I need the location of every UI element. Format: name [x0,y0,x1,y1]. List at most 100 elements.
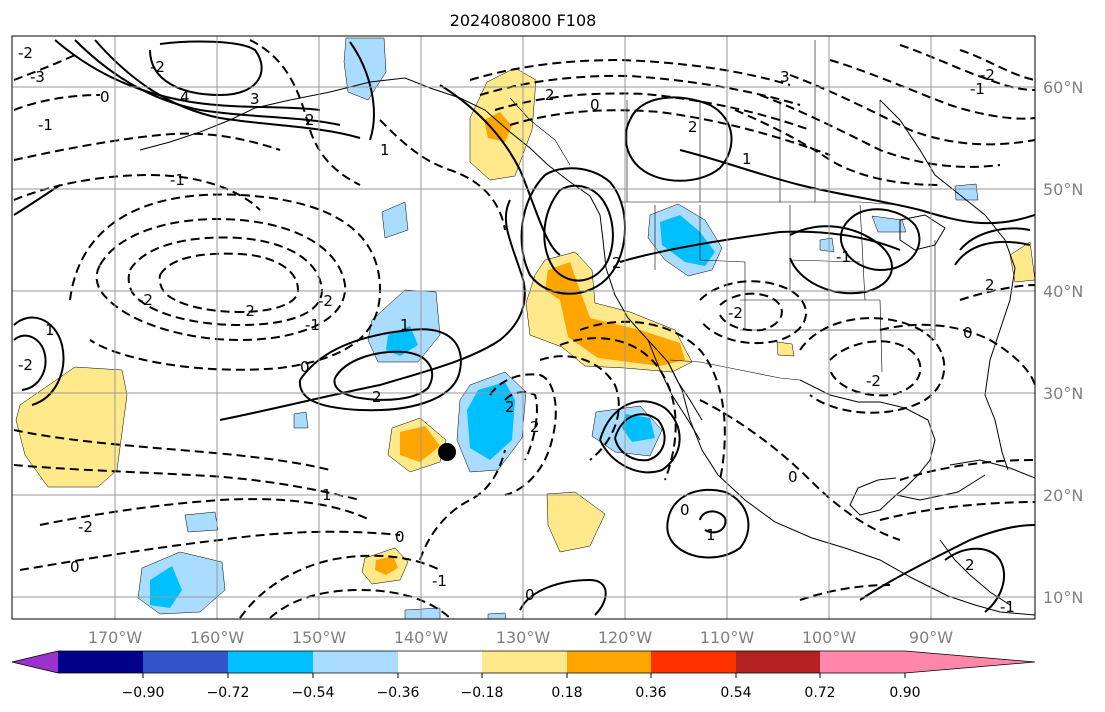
political-borders [509,40,936,381]
dashed-contour [539,355,620,461]
dashed-contour [699,280,807,344]
latitude-label: 40°N [1043,282,1083,301]
colorbar-segment [482,651,567,673]
dashed-contour [719,292,783,332]
dashed-contour [509,109,831,156]
latitude-labels: 60°N 50°N 40°N 30°N 20°N 10°N [1043,78,1083,607]
solid-contour [13,334,47,391]
contour-label: 1 [706,526,716,544]
dashed-contour [504,391,538,461]
figure-title: 2024080800 F108 [450,11,597,30]
colorbar-tick-label: −0.18 [461,685,504,701]
map-panel: 0 -1 -2 -3 4 3 2 1 -2 1 -1 2 -2 0 2 1 -2… [12,36,1035,619]
contour-label: 2 [505,398,515,416]
solid-contour [954,240,1031,266]
longitude-label: 130°W [496,628,551,647]
negative-anomaly-region [660,215,715,266]
colorbar-segment [143,651,228,673]
latitude-label: 10°N [1043,588,1083,607]
dashed-contour [829,340,922,397]
solid-contour [959,227,1031,251]
dashed-contour [13,132,281,161]
contour-label: 0 [395,528,405,546]
contour-label: 4 [180,88,190,106]
dashed-contour [13,429,331,471]
positive-anomaly-region [546,491,606,553]
dashed-contour [479,74,801,106]
hudson-bay-coast [879,99,961,196]
positive-anomaly-region [375,556,398,575]
dashed-contour [19,530,401,571]
contour-label: 2 [965,556,975,574]
dashed-contour [734,109,941,186]
graticule [12,36,1035,619]
contour-label: 2 [545,86,555,104]
solid-contour [599,400,681,474]
contour-label: -1 [1000,598,1015,616]
contour-label: -1 [432,572,447,590]
solid-contour [333,350,434,401]
dashed-contour [899,44,1035,91]
dashed-contour [789,74,1035,146]
contour-label: -2 [138,291,153,309]
solid-contour [149,40,263,97]
contour-label: -2 [728,304,743,322]
alaska-canada-border [509,97,571,166]
colorbar-segment [651,651,736,673]
colorbar-segment [58,651,143,673]
contour-label: 1 [322,486,332,504]
longitude-labels: 170°W 160°W 150°W 140°W 130°W 120°W 110°… [88,628,953,647]
dashed-contour [379,119,506,231]
dashed-contour [829,59,1035,120]
colorbar-min-extension [12,651,58,673]
positive-anomaly-region [400,426,440,462]
solid-contour [839,208,921,271]
dashed-contour [799,317,946,414]
dashed-contour [239,554,441,619]
gulf-of-california [667,361,703,421]
contour-label: 1 [45,321,55,339]
contour-label: 0 [680,501,690,519]
contour-label: -2 [78,518,93,536]
positive-anomaly-region [15,366,128,488]
colorbar-segment [398,651,482,673]
colorbar-outline [11,650,1036,674]
dashed-contour [13,464,361,501]
solid-contour [944,547,1005,613]
solid-contour [543,184,614,282]
colorbar-segment [820,651,905,673]
longitude-label: 160°W [190,628,245,647]
colorbar-tick-label: 0.54 [720,685,751,701]
dashed-contour [127,236,324,327]
cuba [949,459,1035,479]
contour-label: 1 [400,316,410,334]
storm-location-marker [438,443,456,461]
contour-label: -2 [18,44,33,62]
east-coast [959,194,1016,396]
contour-label: -1 [305,316,320,334]
contour-label: -2 [18,356,33,374]
colorbar-tick-label: −0.72 [207,685,250,701]
negative-anomaly-region [386,326,418,356]
contour-label: -1 [836,248,851,266]
contour-label: 0 [590,96,600,114]
colorbar: −0.90 −0.72 −0.54 −0.36 −0.18 0.18 0.36 … [11,650,1036,701]
negative-anomaly-region [404,607,441,619]
longitude-label: 150°W [292,628,347,647]
contour-label: -1 [170,171,185,189]
contour-label: 2 [612,254,622,272]
positive-anomaly-region [776,341,795,357]
contour-label: 3 [780,68,790,86]
colorbar-tick-label: −0.54 [292,685,335,701]
solid-contour [519,578,607,616]
colorbar-segment [228,651,313,673]
colorbar-tick-label: 0.18 [551,685,582,701]
negative-anomaly-region [622,414,655,442]
contour-label: -2 [980,66,995,84]
longitude-label: 120°W [598,628,653,647]
contour-label: -2 [318,292,333,310]
solid-contour [789,225,893,295]
colorbar-ticks [142,673,906,678]
contour-label: -2 [150,58,165,76]
dashed-contour [579,320,726,481]
